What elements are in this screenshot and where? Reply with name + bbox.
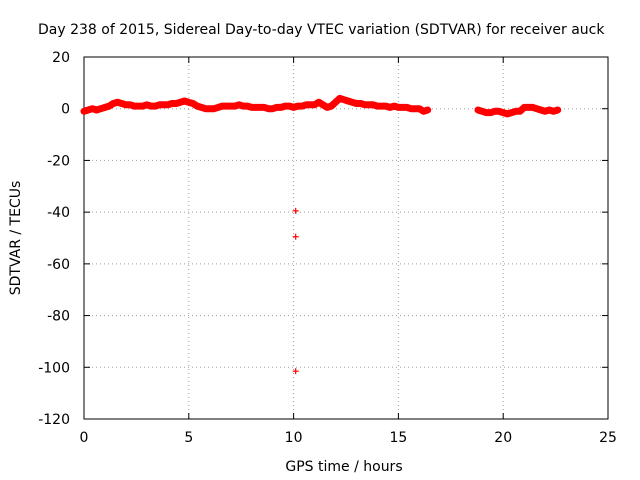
data-band [80, 94, 432, 115]
y-tick-label: 0 [61, 102, 70, 118]
y-tick-label: -60 [47, 257, 70, 273]
x-tick-label: 0 [80, 430, 89, 446]
data-points [80, 94, 562, 375]
data-band [474, 103, 562, 118]
y-tick-label: -20 [47, 153, 70, 169]
y-axis-label: SDTVAR / TECUs [8, 181, 24, 296]
y-tick-label: 20 [52, 50, 70, 66]
x-tick-label: 5 [184, 430, 193, 446]
y-tick-labels: -120 -100 -80 -60 -40 -20 0 20 [38, 50, 70, 428]
x-axis-label: GPS time / hours [285, 459, 402, 475]
x-tick-label: 20 [494, 430, 512, 446]
x-tick-label: 25 [599, 430, 617, 446]
y-tick-label: -80 [47, 309, 70, 325]
chart-title: Day 238 of 2015, Sidereal Day-to-day VTE… [38, 22, 605, 38]
data-point [292, 368, 299, 375]
y-tick-label: -40 [47, 205, 70, 221]
plot-frame [83, 56, 609, 420]
x-tick-label: 15 [389, 430, 407, 446]
x-tick-labels: 0 5 10 15 20 25 [80, 430, 617, 446]
data-point [292, 233, 299, 240]
data-point [292, 207, 299, 214]
y-tick-label: -100 [38, 360, 70, 376]
x-tick-label: 10 [285, 430, 303, 446]
y-tick-label: -120 [38, 412, 70, 428]
